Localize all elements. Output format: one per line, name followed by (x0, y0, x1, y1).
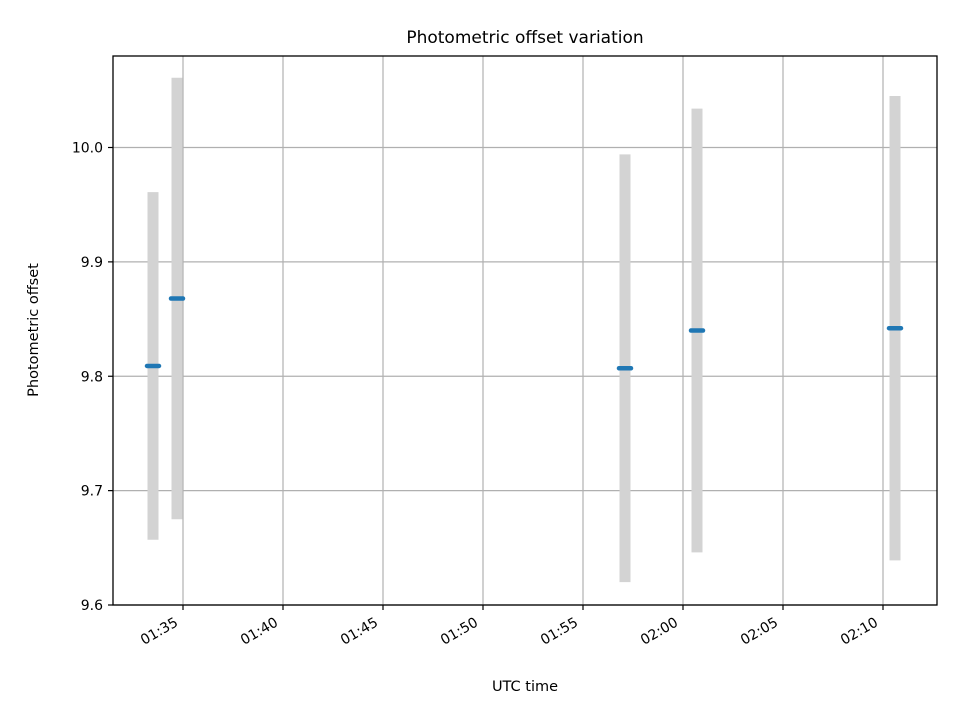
chart-title: Photometric offset variation (406, 28, 643, 48)
y-axis-label: Photometric offset (26, 263, 42, 397)
data-points (144, 296, 904, 371)
x-axis-label: UTC time (492, 679, 558, 695)
y-tick-label: 9.7 (81, 484, 103, 500)
y-tick-label: 9.8 (81, 369, 103, 385)
y-axis-ticks: 9.6 9.7 9.8 9.9 10.0 (72, 141, 113, 614)
plot-frame (112, 55, 938, 606)
y-tick-label: 9.6 (81, 598, 103, 614)
y-tick-label: 10.0 (72, 141, 103, 157)
y-tick-label: 9.9 (81, 255, 103, 271)
